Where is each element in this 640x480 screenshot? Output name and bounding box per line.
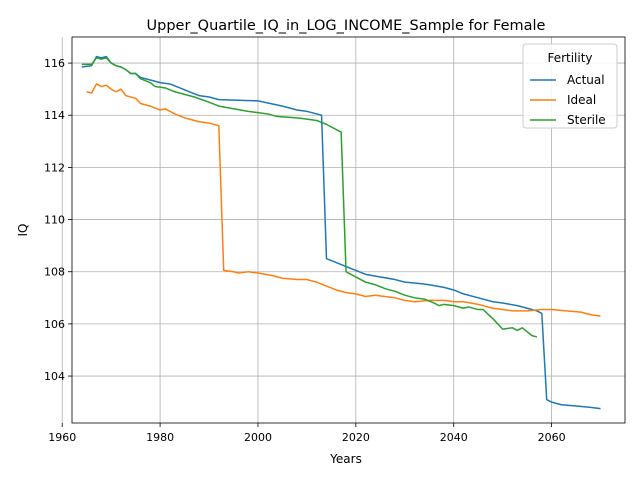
y-tick-label: 106 <box>44 318 65 331</box>
legend-label-actual: Actual <box>567 73 605 87</box>
y-tick-label: 110 <box>44 214 65 227</box>
y-tick-label: 116 <box>44 57 65 70</box>
x-axis-ticks: 1960 1980 2000 2020 2040 2060 <box>48 423 566 444</box>
plot-frame <box>71 36 626 424</box>
legend-label-sterile: Sterile <box>567 113 606 127</box>
y-tick-label: 104 <box>44 370 65 383</box>
x-tick-label: 2000 <box>244 431 272 444</box>
y-axis-label: IQ <box>16 224 30 237</box>
legend-label-ideal: Ideal <box>567 93 596 107</box>
legend-title: Fertility <box>547 51 592 65</box>
x-tick-label: 1960 <box>48 431 76 444</box>
x-tick-label: 1980 <box>146 431 174 444</box>
chart-title: Upper_Quartile_IQ_in_LOG_INCOME_Sample f… <box>147 18 546 34</box>
x-tick-label: 2020 <box>342 431 370 444</box>
legend-box <box>522 43 618 129</box>
series-lines <box>81 55 601 410</box>
y-tick-label: 108 <box>44 266 65 279</box>
series-line-sterile <box>81 57 538 338</box>
y-tick-label: 114 <box>44 109 65 122</box>
y-axis-ticks: 104 106 108 110 112 114 116 <box>44 57 72 383</box>
x-axis-label: Years <box>329 452 362 466</box>
x-tick-label: 2040 <box>440 431 468 444</box>
legend: Fertility Actual Ideal Sterile <box>522 43 618 129</box>
x-tick-label: 2060 <box>538 431 566 444</box>
series-line-ideal <box>86 83 601 317</box>
y-tick-label: 112 <box>44 161 65 174</box>
